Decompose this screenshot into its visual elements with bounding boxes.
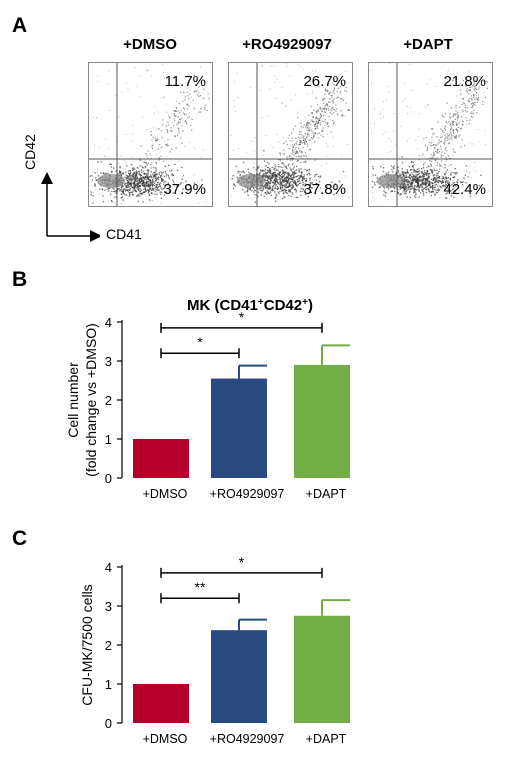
significance-star: * xyxy=(197,334,203,350)
cd42-axis-label: CD42 xyxy=(22,134,38,170)
bar-ro4929097 xyxy=(211,378,267,478)
marker-axes-arrows xyxy=(41,172,100,242)
y-tick-label: 0 xyxy=(105,716,112,731)
bar-chart-cfu-mk: 0 1 2 3 4 CFU-MK/7500 cells +DMSO +RO4929097 +DA… xyxy=(79,554,350,746)
flow-scatter-dmso xyxy=(89,63,212,206)
bar-chart-mk-cell-number: MK (CD41+CD42+) 0 1 2 3 4 Cell number (fold cha… xyxy=(65,297,350,501)
flow-plot-ro4929097: 26.7% 37.8% xyxy=(228,62,353,207)
significance-star: * xyxy=(239,309,245,325)
dense-population xyxy=(377,174,405,188)
y-axis-label: CFU-MK/7500 cells xyxy=(79,584,95,705)
y-tick-label: 4 xyxy=(105,560,112,575)
x-tick-label: +RO4929097 xyxy=(210,732,285,746)
y-tick-label: 1 xyxy=(105,677,112,692)
y-tick-label: 3 xyxy=(105,354,112,369)
significance-star: ** xyxy=(195,579,206,595)
upper-right-percentage: 11.7% xyxy=(164,73,206,90)
condition-label-ro4929097: +RO4929097 xyxy=(242,36,332,53)
y-tick-label: 3 xyxy=(105,599,112,614)
x-tick-label: +DMSO xyxy=(143,487,188,501)
bar-ro4929097 xyxy=(211,630,267,723)
flow-plot-dmso: 11.7% 37.9% xyxy=(88,62,213,207)
flow-plot-dapt: 21.8% 42.4% xyxy=(368,62,493,207)
chart-title: MK (CD41+CD42+) xyxy=(187,297,313,315)
y-tick-label: 1 xyxy=(105,432,112,447)
lower-right-percentage: 42.4% xyxy=(443,181,486,198)
condition-label-dapt: +DAPT xyxy=(403,36,453,53)
flow-scatter-dapt xyxy=(369,63,492,206)
panel-b-letter: B xyxy=(12,268,28,291)
y-axis-label-line2: (fold change vs +DMSO) xyxy=(83,323,99,477)
x-tick-label: +DAPT xyxy=(306,487,347,501)
x-tick-label: +DMSO xyxy=(143,732,188,746)
flow-scatter-ro4929097 xyxy=(229,63,352,206)
lower-right-percentage: 37.9% xyxy=(163,181,206,198)
y-tick-label: 2 xyxy=(105,393,112,408)
bar-dapt xyxy=(294,615,350,723)
cd41-axis-label: CD41 xyxy=(106,226,142,242)
condition-label-dmso: +DMSO xyxy=(123,36,177,53)
panel-a-letter: A xyxy=(12,14,28,37)
dense-population xyxy=(97,174,125,188)
y-tick-label: 2 xyxy=(105,638,112,653)
x-tick-label: +RO4929097 xyxy=(210,487,285,501)
upper-right-percentage: 21.8% xyxy=(443,73,486,90)
upper-right-percentage: 26.7% xyxy=(303,73,346,90)
x-tick-label: +DAPT xyxy=(306,732,347,746)
bar-dmso xyxy=(133,439,189,478)
y-axis-label: Cell number xyxy=(65,362,81,438)
y-tick-label: 4 xyxy=(105,315,112,330)
significance-star: * xyxy=(239,554,245,570)
panel-c-letter: C xyxy=(12,527,28,550)
dense-population xyxy=(237,174,265,188)
y-tick-label: 0 xyxy=(105,471,112,486)
lower-right-percentage: 37.8% xyxy=(303,181,346,198)
bar-dapt xyxy=(294,364,350,478)
bar-dmso xyxy=(133,684,189,723)
